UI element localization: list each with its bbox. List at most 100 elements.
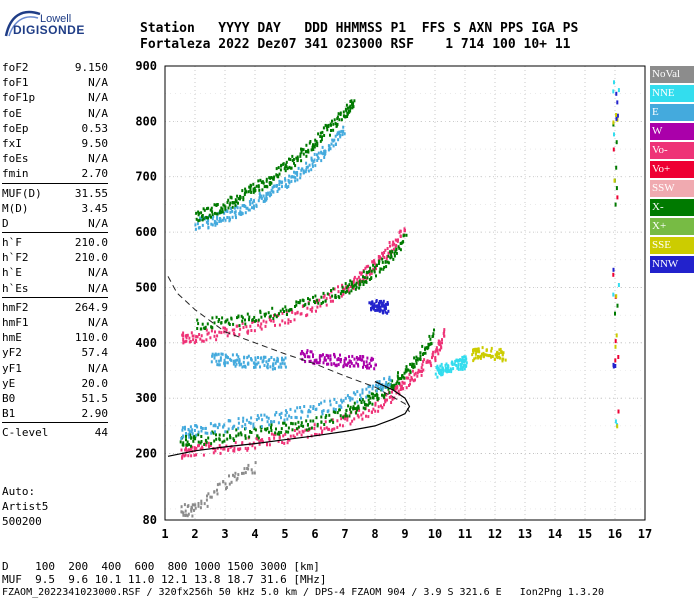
echo-point <box>231 209 234 213</box>
echo-point <box>387 254 390 258</box>
echo-point <box>383 251 386 254</box>
echo-point <box>357 275 360 279</box>
echo-point <box>291 428 294 432</box>
echo-point <box>242 471 245 475</box>
echo-point <box>271 306 274 310</box>
echo-point <box>616 195 619 200</box>
echo-point <box>234 210 237 214</box>
echo-point <box>372 267 375 271</box>
echo-point <box>430 364 433 368</box>
echo-point <box>368 272 371 276</box>
echo-point <box>388 391 391 395</box>
echo-point <box>433 328 435 332</box>
echo-point <box>252 187 255 191</box>
echo-point <box>371 260 374 264</box>
echo-point <box>335 124 338 128</box>
echo-point <box>299 176 302 180</box>
parameter-separator <box>2 232 108 234</box>
echo-point <box>411 377 414 381</box>
echo-point <box>216 334 219 338</box>
legend-item: NNE <box>650 85 694 102</box>
echo-point <box>366 363 369 367</box>
echo-point <box>307 150 310 154</box>
echo-point <box>360 396 363 400</box>
echo-point <box>235 216 237 220</box>
echo-point <box>251 320 254 324</box>
echo-point <box>474 356 477 360</box>
echo-point <box>322 353 324 357</box>
echo-point <box>406 368 409 372</box>
echo-point <box>378 303 381 307</box>
echo-point <box>383 256 386 259</box>
echo-point <box>359 358 362 361</box>
echo-point <box>251 444 254 448</box>
echo-point <box>407 376 410 380</box>
echo-point <box>248 185 251 189</box>
echo-point <box>353 277 356 281</box>
echo-point <box>186 443 189 447</box>
echo-point <box>346 111 349 115</box>
echo-point <box>224 205 227 209</box>
echo-point <box>192 338 195 342</box>
echo-point <box>220 206 223 210</box>
echo-point <box>189 425 192 429</box>
echo-point <box>296 155 299 159</box>
parameter-name: foEs <box>2 152 29 166</box>
echo-point <box>233 206 236 210</box>
echo-point <box>272 433 275 437</box>
echo-point <box>308 163 311 167</box>
echo-point <box>438 342 441 346</box>
echo-point <box>266 443 268 447</box>
echo-point <box>305 165 308 169</box>
echo-point <box>308 141 311 145</box>
echo-point <box>311 145 314 149</box>
legend-item: NNW <box>650 256 694 273</box>
echo-point <box>351 285 354 289</box>
echo-point <box>278 432 281 436</box>
parameter-name: fxI <box>2 136 22 150</box>
echo-point <box>343 132 346 136</box>
echo-point <box>345 363 347 367</box>
echo-point <box>242 360 245 364</box>
echo-point <box>245 190 248 194</box>
echo-point <box>306 355 309 359</box>
x-tick-label: 16 <box>608 527 622 541</box>
echo-point <box>207 331 210 335</box>
echo-point <box>207 492 210 496</box>
echo-point <box>268 438 271 442</box>
echo-point <box>348 396 351 400</box>
echo-point <box>180 505 183 509</box>
echo-point <box>281 358 283 362</box>
echo-point <box>388 375 391 379</box>
echo-point <box>342 125 345 129</box>
echo-point <box>225 319 227 323</box>
echo-point <box>375 263 378 267</box>
echo-point <box>357 280 360 284</box>
echo-point <box>321 145 324 149</box>
echo-point <box>244 322 247 326</box>
echo-point <box>474 349 477 353</box>
echo-point <box>273 436 276 440</box>
echo-point <box>445 362 448 366</box>
echo-point <box>218 318 221 321</box>
echo-point <box>212 424 215 428</box>
echo-point <box>254 461 257 465</box>
echo-point <box>396 386 399 389</box>
echo-point <box>332 410 335 414</box>
parameter-value: 20.0 <box>81 376 109 390</box>
echo-point <box>332 407 335 411</box>
echo-point <box>362 365 364 369</box>
echo-point <box>367 385 370 389</box>
echo-point <box>244 205 247 208</box>
echo-point <box>260 438 262 442</box>
echo-point <box>412 379 415 383</box>
parameter-value: N/A <box>88 91 108 105</box>
echo-point <box>378 259 381 263</box>
echo-point <box>231 215 234 219</box>
parameter-value: 2.90 <box>81 407 109 421</box>
echo-point <box>306 313 309 317</box>
echo-point <box>294 179 297 183</box>
echo-point <box>342 114 345 118</box>
echo-point <box>443 328 446 332</box>
echo-point <box>187 512 190 516</box>
